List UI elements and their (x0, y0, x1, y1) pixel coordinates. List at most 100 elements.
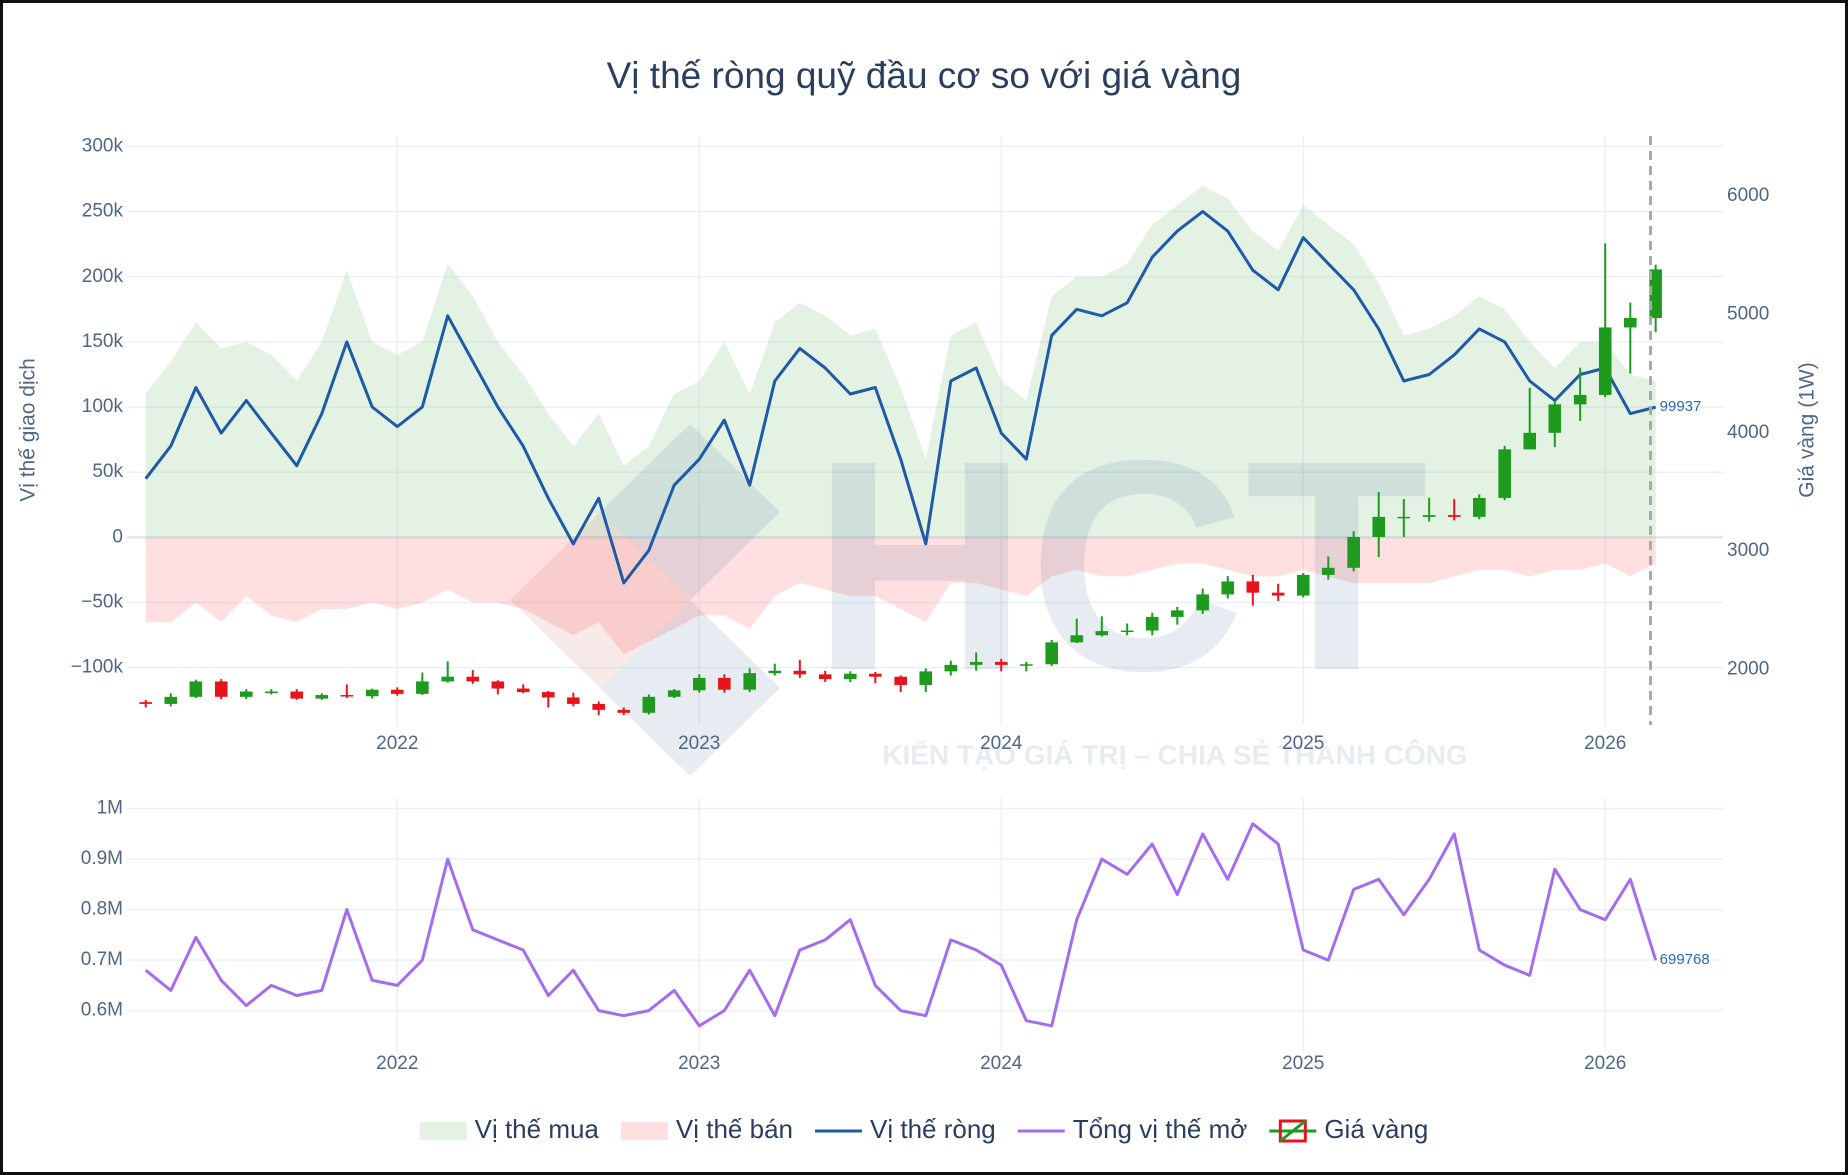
candle-body (1145, 616, 1159, 631)
candle-body (1649, 269, 1662, 318)
y2-tick-label: 2000 (1727, 659, 1769, 680)
line (144, 822, 1658, 1028)
candle-body (1397, 516, 1411, 519)
candle-body (1296, 574, 1310, 596)
candle-body (416, 681, 429, 694)
legend-item: Vị thế mua (419, 1114, 600, 1144)
legend-item: Vị thế ròng (815, 1114, 996, 1144)
y-tick-label: −50k (81, 592, 123, 613)
candle-body (541, 692, 555, 698)
candle-body (1045, 642, 1058, 665)
legend-item: Giá vàng (1269, 1114, 1428, 1144)
x-tick-label: 2025 (1282, 733, 1324, 754)
candle-body (390, 689, 404, 694)
candle-body (768, 670, 782, 674)
legend-label: Vị thế bán (676, 1114, 793, 1144)
candle-body (466, 676, 480, 682)
candle-body (1598, 327, 1612, 395)
candle-body (214, 681, 228, 697)
y-tick-label: 150k (82, 331, 124, 352)
y-tick-label: 1M (97, 798, 123, 819)
y-tick-label: 300k (82, 135, 124, 156)
candle-body (1095, 631, 1109, 636)
candle-body (290, 691, 304, 699)
y2-tick-label: 3000 (1727, 540, 1769, 561)
y2-tick-label: 5000 (1727, 303, 1769, 324)
x-tick-label: 2026 (1584, 733, 1626, 754)
legend-item: Vị thế bán (620, 1114, 793, 1144)
candle-body (617, 709, 631, 713)
candle-body (1498, 449, 1511, 498)
x-tick-label: 2024 (980, 733, 1023, 754)
watermark: HCT KIẾN TẠO GIÁ TRỊ – CHIA SẺ THÀNH CÔN… (510, 397, 1468, 776)
candle-body (1422, 515, 1436, 517)
line (144, 210, 1657, 585)
candle-body (1447, 515, 1461, 517)
legend-label: Vị thế mua (475, 1114, 600, 1144)
legend-swatch (1279, 1119, 1307, 1143)
y-tick-label: 0 (112, 526, 123, 547)
candle-body (139, 702, 153, 704)
candle-body (919, 671, 933, 685)
y-tick-label: 200k (82, 266, 124, 287)
candle-body (189, 681, 203, 697)
legend-swatch (620, 1122, 668, 1140)
candle-body (818, 674, 832, 680)
y-tick-label: −100k (71, 657, 124, 678)
candle-body (592, 703, 605, 710)
y2-tick-label: 4000 (1727, 422, 1769, 443)
candle-body (1322, 567, 1335, 575)
candle-body (1573, 394, 1587, 405)
x-tick-label: 2025 (1282, 1053, 1324, 1074)
legend-item: Tổng vị thế mở (1017, 1114, 1248, 1144)
candle-body (265, 691, 278, 693)
y-tick-label: 0.9M (81, 848, 123, 869)
y2-axis-title: Giá vàng (1W) (1796, 362, 1819, 497)
y-tick-label: 100k (82, 396, 124, 417)
y2-tick-label: 6000 (1727, 185, 1769, 206)
candle-body (441, 676, 455, 682)
legend: Vị thế mua Vị thế bán Vị thế ròng Tổng vị t… (419, 1114, 1428, 1144)
candle-body (164, 696, 178, 704)
candle-body (1372, 516, 1386, 537)
x-tick-label: 2023 (678, 1053, 720, 1074)
candle-body (1221, 581, 1235, 595)
legend-label: Vị thế ròng (870, 1114, 996, 1144)
legend-label: Giá vàng (1324, 1114, 1428, 1144)
x-tick-label: 2024 (980, 1053, 1023, 1074)
candle-body (667, 690, 681, 697)
candle-body (1271, 592, 1285, 596)
candle-body (365, 689, 379, 697)
last-value-label: 699768 (1660, 951, 1710, 968)
legend-swatch (419, 1122, 467, 1140)
candle-body (718, 677, 731, 690)
y-tick-label: 50k (92, 461, 123, 482)
candle-body (843, 673, 857, 680)
x-tick-label: 2022 (376, 733, 418, 754)
candle-body (944, 664, 958, 672)
chart-title: Vị thế ròng quỹ đầu cơ so với giá vàng (607, 55, 1242, 96)
y-tick-label: 0.7M (81, 949, 123, 970)
candle-body (1171, 610, 1184, 617)
x-tick-label: 2026 (1584, 1053, 1626, 1074)
area (145, 537, 1656, 655)
candle-body (869, 673, 882, 677)
candle-body (567, 697, 580, 704)
y-tick-label: 0.8M (81, 899, 123, 920)
watermark-logo: HCT (812, 397, 1429, 733)
candle-body (642, 696, 656, 713)
y-tick-label: 250k (82, 201, 124, 222)
legend-label: Tổng vị thế mở (1073, 1114, 1248, 1144)
candle-body (1347, 536, 1360, 568)
candle-body (1070, 635, 1084, 643)
last-value-label: 99937 (1660, 398, 1702, 415)
candle-body (793, 670, 807, 675)
candle-body (516, 688, 530, 693)
candle-body (1120, 630, 1134, 633)
candle-body (1523, 432, 1537, 450)
candle-body (1548, 404, 1562, 433)
candle-body (994, 661, 1008, 665)
candle-body (692, 677, 706, 691)
